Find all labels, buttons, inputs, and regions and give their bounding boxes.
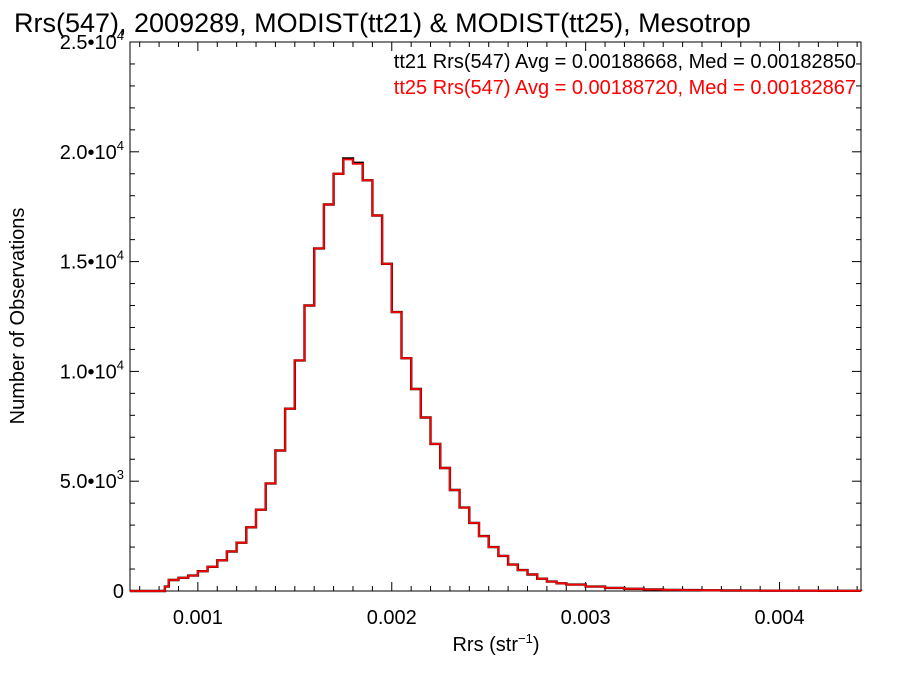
y-tick-label: 2.0•104 xyxy=(60,138,124,164)
x-axis-label-end: ) xyxy=(533,634,540,656)
x-tick-label: 0.003 xyxy=(561,607,611,629)
y-tick-label: 1.0•104 xyxy=(60,357,124,383)
x-tick-label: 0.002 xyxy=(367,607,417,629)
y-tick-label-mantissa: 1.5•10 xyxy=(60,252,117,274)
y-tick-label: 2.5•104 xyxy=(60,28,124,54)
x-axis-label-base: Rrs (str xyxy=(452,634,518,656)
stats-annotation-tt21: tt21 Rrs(547) Avg = 0.00188668, Med = 0.… xyxy=(394,51,856,73)
chart-title: Rrs(547), 2009289, MODIST(tt21) & MODIST… xyxy=(14,8,751,38)
y-tick-label-exponent: 3 xyxy=(117,467,124,482)
series-line-tt21 xyxy=(130,157,863,593)
y-tick-label-mantissa: 2.5•10 xyxy=(60,32,117,54)
plot-frame xyxy=(129,41,862,592)
y-tick-label-mantissa: 2.0•10 xyxy=(60,142,117,164)
y-tick-label-exponent: 4 xyxy=(117,357,124,372)
x-axis-label-superscript: −1 xyxy=(518,631,533,646)
y-tick-label: 0 xyxy=(113,581,124,603)
x-axis-label: Rrs (str−1) xyxy=(452,631,539,656)
y-tick-label-exponent: 4 xyxy=(117,248,124,263)
stats-annotation-tt25: tt25 Rrs(547) Avg = 0.00188720, Med = 0.… xyxy=(394,77,856,99)
y-tick-label-mantissa: 5.0•10 xyxy=(60,471,117,493)
y-tick-label: 1.5•104 xyxy=(60,248,124,274)
series-line-tt25 xyxy=(130,158,862,592)
y-tick-label-mantissa: 1.0•10 xyxy=(60,361,117,383)
x-tick-label: 0.004 xyxy=(755,607,805,629)
y-tick-label-exponent: 4 xyxy=(117,138,124,153)
y-tick-label-exponent: 4 xyxy=(117,28,124,43)
y-axis-label: Number of Observations xyxy=(7,208,29,425)
x-tick-label: 0.001 xyxy=(173,607,223,629)
y-tick-label: 5.0•103 xyxy=(60,467,124,493)
y-tick-label-mantissa: 0 xyxy=(113,581,124,603)
x-axis-ticks: 0.001 0.002 0.003 0.004 xyxy=(139,42,858,629)
histogram-series xyxy=(130,157,863,593)
